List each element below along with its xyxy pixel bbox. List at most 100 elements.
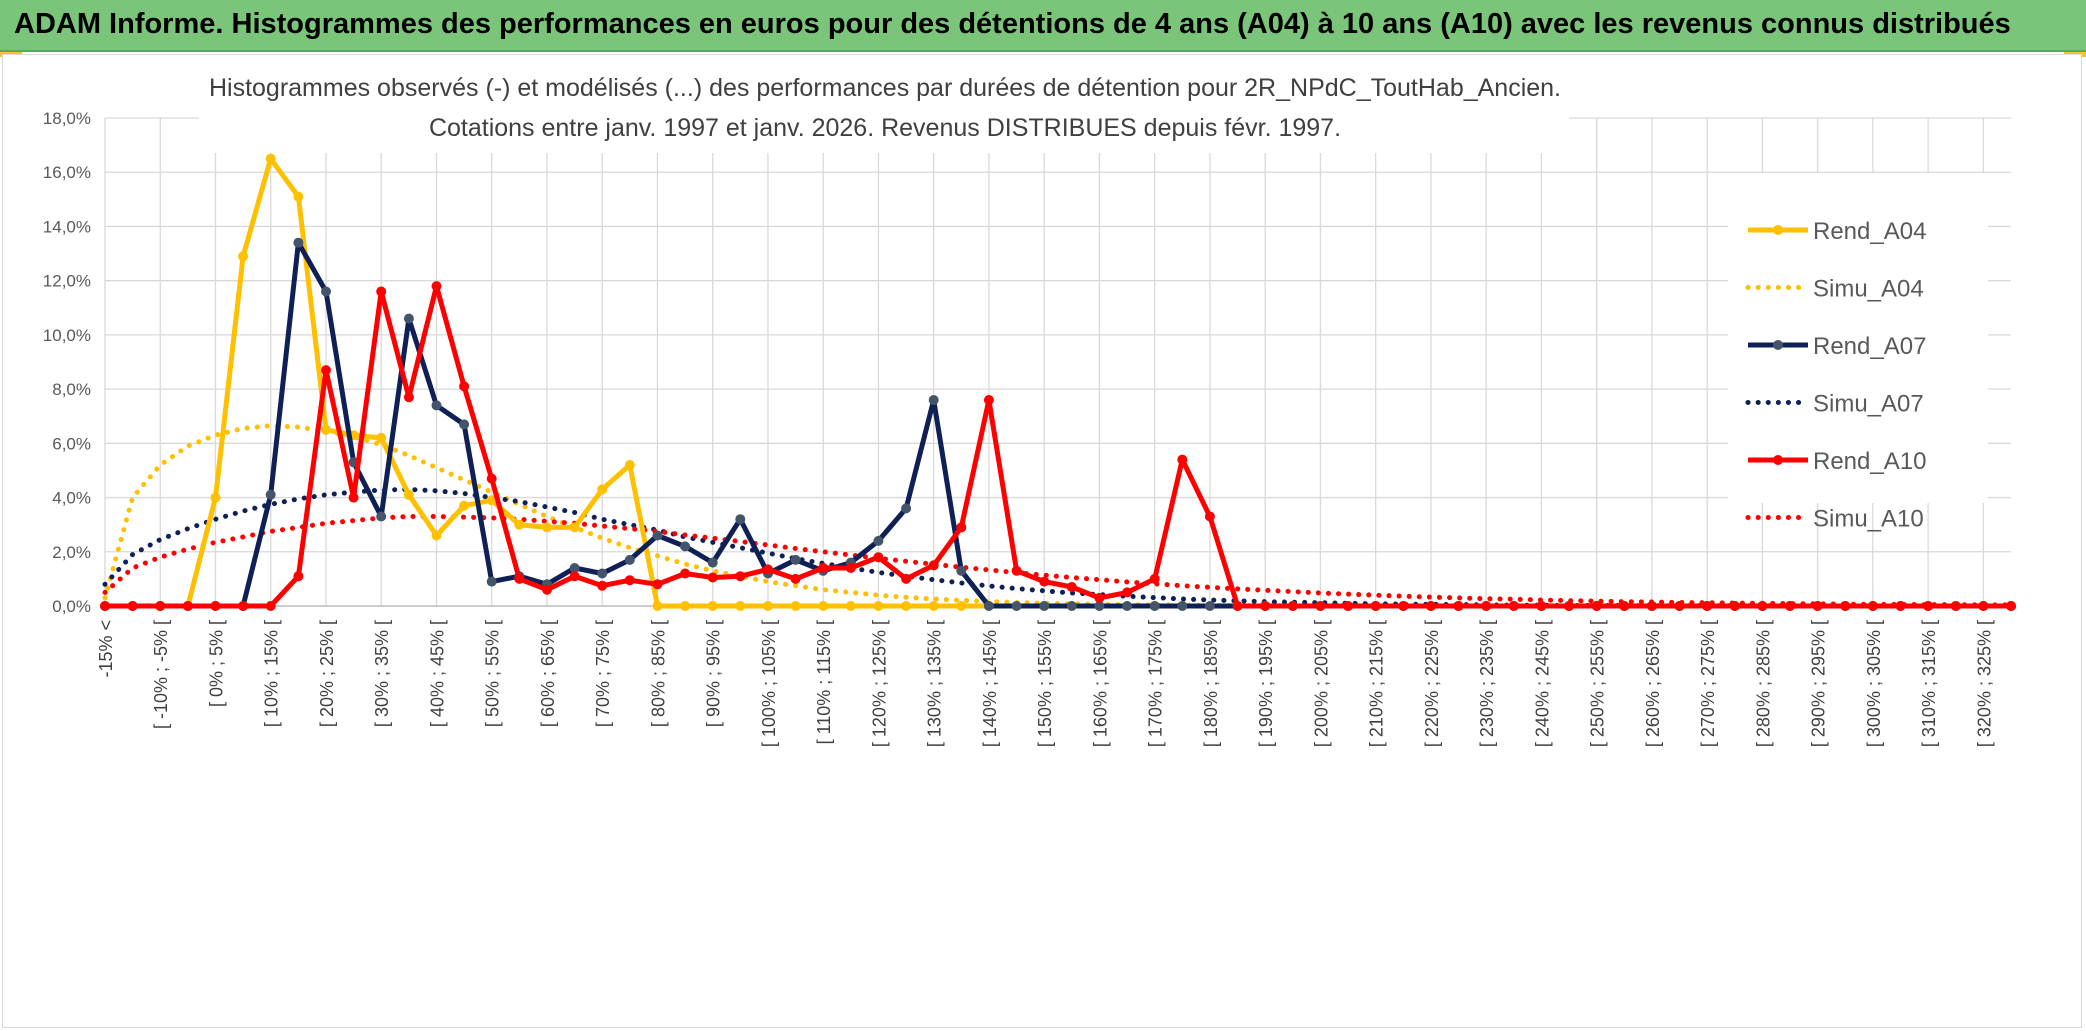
point-Rend_A10 — [569, 571, 580, 582]
point-Rend_A10 — [1867, 601, 1878, 611]
x-tick-label: [ 170% ; 175% [ — [1146, 620, 1166, 747]
legend-marker — [1773, 340, 1783, 350]
point-Rend_A07 — [293, 237, 304, 248]
x-axis: -15% < [ -10% ; -5% [[ 0% ; 5% [[ 10% ; 1… — [96, 605, 2011, 747]
point-Rend_A10 — [155, 601, 166, 611]
point-Rend_A10 — [348, 492, 359, 503]
point-Rend_A07 — [624, 554, 635, 565]
point-Rend_A07 — [735, 514, 746, 525]
x-tick-label: [ 20% ; 25% [ — [317, 620, 337, 727]
x-tick-label: [ 230% ; 235% [ — [1477, 620, 1497, 747]
point-Rend_A10 — [1978, 601, 1989, 611]
point-Rend_A10 — [928, 560, 939, 571]
point-Rend_A10 — [265, 601, 276, 611]
point-Rend_A10 — [1729, 601, 1740, 611]
point-Rend_A10 — [182, 601, 193, 611]
point-Rend_A10 — [1232, 601, 1243, 611]
point-Rend_A10 — [1094, 592, 1105, 603]
point-Rend_A07 — [1122, 601, 1133, 611]
y-tick-label: 2,0% — [52, 543, 91, 562]
point-Rend_A07 — [431, 400, 442, 411]
point-Rend_A07 — [652, 530, 663, 541]
legend: Rend_A04 Simu_A04 Rend_A07 Simu_A07 Rend_A10… — [1728, 173, 1988, 533]
y-tick-label: 0,0% — [52, 597, 91, 616]
point-Rend_A04 — [265, 153, 276, 164]
x-tick-label: [ 220% ; 225% [ — [1422, 620, 1442, 747]
point-Rend_A10 — [403, 392, 414, 403]
point-Rend_A10 — [1591, 601, 1602, 611]
point-Rend_A10 — [1011, 565, 1022, 576]
legend-label: Rend_A10 — [1813, 448, 1926, 475]
point-Rend_A10 — [901, 573, 912, 584]
point-Rend_A10 — [1398, 601, 1409, 611]
point-Rend_A04 — [707, 601, 718, 611]
point-Rend_A10 — [956, 522, 967, 533]
point-Rend_A04 — [321, 424, 331, 435]
x-tick-label: [ 180% ; 185% [ — [1201, 620, 1221, 747]
point-Rend_A04 — [790, 601, 801, 611]
x-tick-label: [ 10% ; 15% [ — [262, 620, 282, 727]
x-tick-label: [ 300% ; 305% [ — [1864, 620, 1884, 747]
y-tick-label: 6,0% — [52, 434, 91, 453]
point-Rend_A07 — [1177, 601, 1188, 611]
point-Rend_A10 — [1315, 601, 1326, 611]
x-tick-label: [ 210% ; 215% [ — [1367, 620, 1387, 747]
point-Rend_A10 — [680, 568, 691, 579]
point-Rend_A10 — [293, 571, 304, 582]
point-Rend_A10 — [1950, 601, 1961, 611]
x-tick-label: [ 100% ; 105% [ — [759, 620, 779, 747]
point-Rend_A10 — [1646, 601, 1657, 611]
x-tick-label: [ 290% ; 295% [ — [1809, 620, 1829, 747]
point-Rend_A04 — [652, 601, 663, 611]
point-Rend_A10 — [652, 579, 663, 590]
point-Rend_A10 — [1619, 601, 1630, 611]
legend-item-Rend_A07: Rend_A07 — [1748, 333, 1926, 360]
x-tick-label: [ 150% ; 155% [ — [1035, 620, 1055, 747]
point-Rend_A10 — [127, 601, 138, 611]
y-tick-label: 18,0% — [43, 109, 91, 128]
point-Rend_A07 — [321, 286, 331, 297]
point-Rend_A04 — [624, 460, 635, 470]
point-Rend_A10 — [763, 564, 773, 575]
point-Rend_A10 — [1066, 582, 1077, 592]
point-Rend_A04 — [403, 489, 414, 500]
series-Simu_A07 — [102, 486, 2014, 609]
point-Rend_A04 — [735, 601, 746, 611]
point-Rend_A10 — [1343, 601, 1353, 611]
point-Rend_A07 — [1039, 601, 1050, 611]
point-Rend_A10 — [1039, 576, 1050, 587]
point-Rend_A07 — [459, 419, 470, 430]
legend-label: Simu_A04 — [1813, 276, 1924, 303]
point-Rend_A10 — [735, 571, 746, 582]
x-tick-label: [ 140% ; 145% [ — [980, 620, 1000, 747]
point-Rend_A10 — [1370, 601, 1381, 611]
point-Rend_A04 — [597, 484, 608, 495]
legend-marker — [1773, 225, 1783, 235]
point-Rend_A04 — [459, 500, 470, 511]
point-Rend_A07 — [901, 503, 912, 514]
y-tick-label: 12,0% — [43, 272, 91, 291]
x-tick-label: [ 80% ; 85% [ — [648, 620, 668, 727]
point-Rend_A10 — [1812, 601, 1823, 611]
point-Rend_A04 — [818, 601, 829, 611]
x-tick-label: [ 310% ; 315% [ — [1919, 620, 1939, 747]
point-Rend_A07 — [680, 541, 691, 552]
series — [100, 153, 2016, 611]
point-Rend_A04 — [569, 522, 580, 533]
point-Rend_A10 — [1564, 601, 1574, 611]
point-Rend_A04 — [901, 601, 912, 611]
point-Rend_A04 — [514, 519, 525, 530]
point-Rend_A10 — [542, 584, 552, 595]
point-Rend_A10 — [1453, 601, 1464, 611]
legend-item-Rend_A10: Rend_A10 — [1748, 448, 1926, 475]
point-Rend_A10 — [1674, 601, 1685, 611]
point-Rend_A07 — [1204, 601, 1215, 611]
point-Rend_A07 — [376, 511, 387, 522]
legend-label: Simu_A07 — [1813, 391, 1924, 418]
x-tick-label: [ 250% ; 255% [ — [1588, 620, 1608, 747]
y-tick-label: 16,0% — [43, 163, 91, 182]
x-tick-label: [ 90% ; 95% [ — [704, 620, 724, 727]
x-tick-label: [ 0% ; 5% [ — [206, 620, 226, 707]
point-Rend_A10 — [1757, 601, 1768, 611]
x-tick-label: [ 240% ; 245% [ — [1532, 620, 1552, 747]
